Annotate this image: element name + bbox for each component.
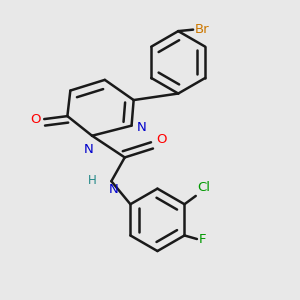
Text: O: O <box>157 133 167 146</box>
Text: H: H <box>88 174 97 187</box>
Text: Cl: Cl <box>197 182 210 194</box>
Text: N: N <box>84 143 94 156</box>
Text: N: N <box>109 183 119 196</box>
Text: Br: Br <box>195 23 209 36</box>
Text: O: O <box>30 112 40 126</box>
Text: N: N <box>137 121 147 134</box>
Text: F: F <box>199 233 206 246</box>
